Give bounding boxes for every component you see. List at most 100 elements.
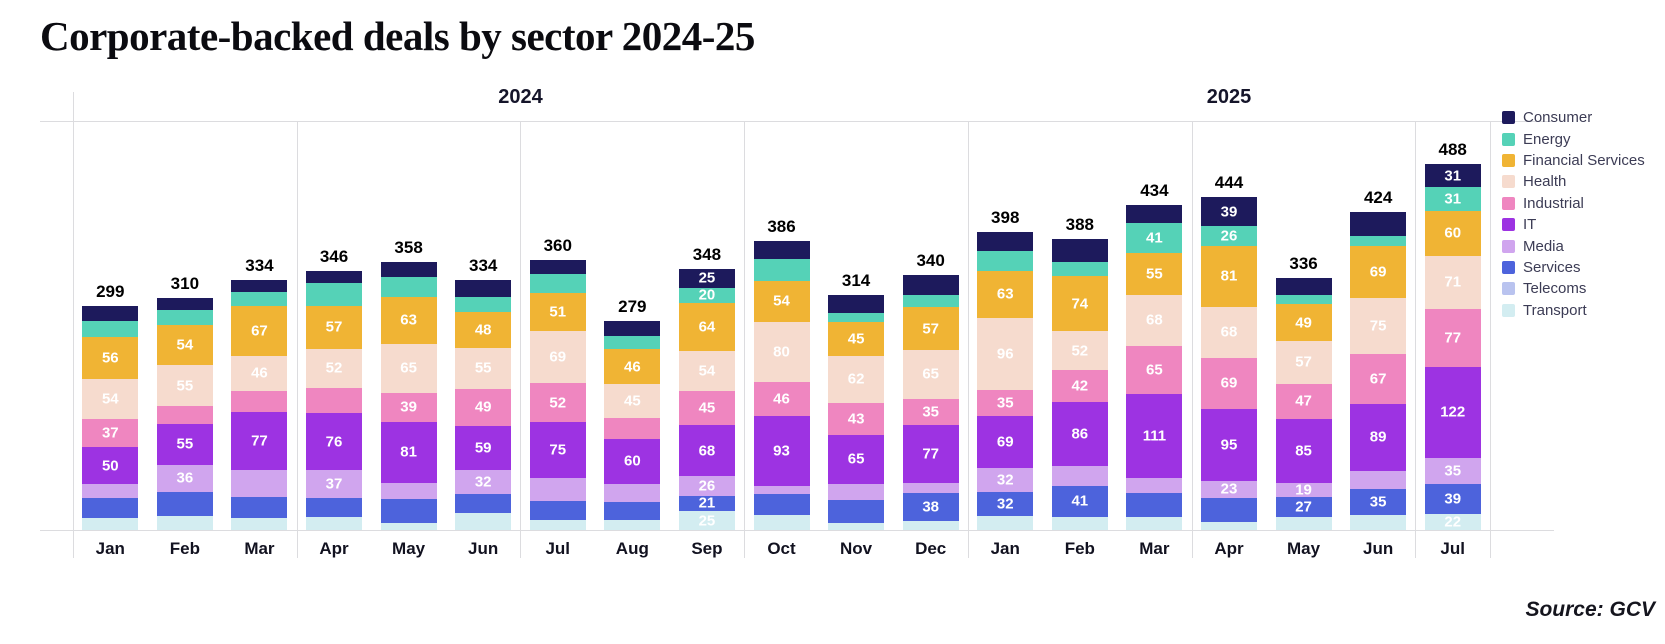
bar-segment-financial-services: 55	[1126, 253, 1183, 295]
segment-value: 57	[922, 320, 939, 338]
segment-value: 60	[1444, 224, 1462, 242]
segment-value: 49	[474, 398, 492, 416]
bar-segment-energy	[828, 313, 885, 323]
segment-value: 81	[1220, 267, 1238, 285]
bar-segment-consumer	[1275, 278, 1332, 295]
bar-segment-services	[156, 491, 213, 516]
legend-swatch	[1502, 111, 1515, 125]
bar-segment-financial-services: 67	[231, 305, 288, 356]
bar-segment-services	[455, 494, 512, 513]
bar-segment-health: 55	[455, 347, 512, 389]
segment-value: 65	[1146, 361, 1163, 379]
month-label: Sep	[691, 539, 723, 558]
segment-value: 85	[1295, 442, 1312, 460]
segment-value: 67	[1369, 370, 1387, 388]
segment-value: 26	[698, 477, 716, 495]
bar-segment-services	[380, 498, 437, 524]
segment-value: 22	[1444, 513, 1462, 531]
segment-value: 122	[1440, 403, 1466, 421]
month-label: May	[1287, 539, 1321, 558]
bar-segment-services: 27	[1275, 497, 1332, 518]
bar-total: 360	[543, 236, 572, 255]
bar-segment-it: 65	[828, 434, 885, 484]
legend-item-media: Media	[1502, 235, 1645, 256]
bar-segment-services: 39	[1424, 484, 1481, 514]
stacked-bar: 27 19 85 47 57 49	[1275, 0, 1332, 530]
legend-item-transport: Transport	[1502, 300, 1645, 321]
bar-segment-transport	[82, 518, 139, 530]
stacked-bar: 111 65 68 55 41	[1126, 0, 1183, 530]
bar-segment-it: 77	[902, 425, 959, 483]
bar-segment-energy	[380, 276, 437, 297]
bar-segment-services	[529, 500, 586, 520]
bar-segment-industrial: 52	[529, 383, 586, 422]
bar-segment-energy	[455, 296, 512, 312]
legend-item-financial-services: Financial Services	[1502, 150, 1645, 171]
bar-segment-industrial: 35	[977, 389, 1034, 416]
year-label: 2025	[1206, 86, 1252, 108]
bar-segment-transport	[1275, 517, 1332, 530]
bar-segment-health: 46	[231, 356, 288, 391]
quarter-separator	[1191, 121, 1193, 558]
legend-label: Financial Services	[1523, 151, 1645, 169]
bar-segment-health: 52	[1051, 331, 1108, 371]
segment-value: 39	[1444, 490, 1462, 508]
legend-label: Industrial	[1523, 194, 1584, 212]
segment-value: 37	[325, 475, 343, 493]
segment-value: 63	[400, 311, 417, 329]
bar-segment-financial-services: 63	[380, 296, 437, 344]
segment-value: 51	[549, 303, 567, 321]
segment-value: 35	[922, 403, 939, 421]
bar-segment-services	[604, 502, 661, 521]
bar-segment-consumer	[529, 260, 586, 275]
stacked-bar: 65 43 62 45	[828, 0, 885, 530]
bar-segment-media	[231, 470, 288, 497]
bar-segment-consumer	[380, 261, 437, 277]
segment-value: 25	[698, 512, 716, 530]
segment-value: 46	[251, 364, 268, 382]
segment-value: 39	[400, 398, 417, 416]
segment-value: 111	[1142, 427, 1167, 445]
bar-segment-energy	[156, 309, 213, 325]
segment-value: 68	[1220, 323, 1238, 341]
bar-segment-services	[82, 497, 139, 518]
legend-item-industrial: Industrial	[1502, 193, 1645, 214]
month-label: Feb	[169, 539, 200, 558]
bar-segment-services: 21	[678, 495, 735, 512]
segment-value: 86	[1071, 425, 1089, 443]
bar-segment-media	[604, 483, 661, 503]
bar-segment-consumer	[231, 279, 288, 293]
bar-segment-health: 68	[1200, 306, 1257, 358]
legend-swatch	[1502, 175, 1515, 189]
bar-segment-consumer: 31	[1424, 164, 1481, 188]
segment-value: 47	[1295, 392, 1312, 410]
legend-swatch	[1502, 260, 1515, 274]
bar-segment-transport	[828, 523, 885, 530]
bar-segment-it: 75	[529, 422, 586, 479]
bar-segment-consumer	[1051, 239, 1108, 262]
stacked-bar: 75 52 69 51	[529, 0, 586, 530]
bar-total: 340	[916, 251, 945, 270]
month-label: Oct	[767, 539, 796, 558]
bar-segment-it: 77	[231, 412, 288, 470]
legend-item-it: IT	[1502, 214, 1645, 235]
bar-segment-consumer: 25	[678, 269, 735, 288]
bar-segment-transport	[529, 519, 586, 530]
segment-value: 77	[1444, 329, 1462, 347]
month-label: Mar	[1139, 539, 1170, 558]
segment-value: 80	[773, 343, 790, 360]
segment-value: 69	[1369, 263, 1387, 281]
segment-value: 63	[996, 285, 1014, 303]
bar-segment-media	[828, 483, 885, 500]
bar-segment-it: 95	[1200, 409, 1257, 481]
bar-segment-it: 69	[977, 416, 1034, 468]
bar-total: 348	[692, 245, 722, 264]
bar-segment-transport	[306, 517, 363, 530]
bar-segment-transport	[604, 520, 661, 530]
stacked-bar: 50 37 54 56	[82, 0, 139, 530]
segment-value: 56	[101, 349, 119, 366]
bar-segment-it: 59	[455, 425, 512, 470]
source-credit: Source: GCV	[1525, 598, 1655, 621]
bar-segment-industrial	[156, 406, 213, 424]
segment-value: 45	[847, 330, 865, 348]
